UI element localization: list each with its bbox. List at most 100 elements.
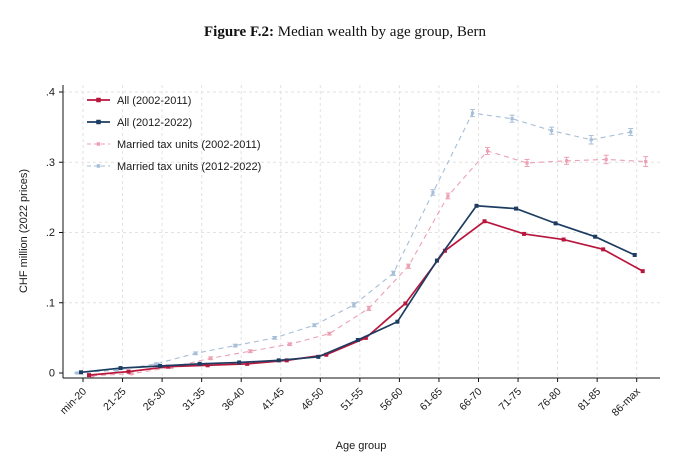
series-line bbox=[91, 150, 646, 377]
data-marker bbox=[245, 361, 250, 366]
x-tick-label: 46-50 bbox=[299, 386, 327, 414]
data-marker bbox=[126, 369, 131, 374]
data-marker bbox=[166, 364, 171, 369]
x-tick-label: 86-max bbox=[610, 385, 644, 419]
data-marker bbox=[114, 368, 119, 372]
x-tick-label: 51-55 bbox=[338, 386, 366, 414]
data-marker bbox=[237, 360, 242, 365]
series-line bbox=[76, 112, 631, 374]
data-marker bbox=[470, 111, 475, 115]
data-marker bbox=[87, 373, 91, 378]
data-marker bbox=[197, 361, 202, 366]
series-3 bbox=[74, 109, 634, 375]
legend-item: Married tax units (2012-2022) bbox=[87, 161, 261, 173]
legend-item: Married tax units (2002-2011) bbox=[87, 139, 260, 151]
data-marker bbox=[446, 194, 450, 198]
y-tick-label: 0 bbox=[49, 368, 55, 380]
data-marker bbox=[525, 161, 529, 165]
data-marker bbox=[79, 370, 83, 375]
data-marker bbox=[316, 354, 321, 359]
legend-item: All (2002-2011) bbox=[87, 95, 191, 107]
figure-title-text: Median wealth by age group, Bern bbox=[273, 24, 487, 40]
y-axis-title: CHF million (2022 prices) bbox=[18, 169, 30, 293]
legend-key-marker bbox=[96, 142, 101, 146]
y-tick-label: .4 bbox=[46, 87, 55, 99]
x-tick-label: 56-60 bbox=[378, 386, 406, 414]
x-tick-label: 21-25 bbox=[101, 386, 129, 414]
x-axis-title: Age group bbox=[336, 440, 387, 452]
data-marker bbox=[403, 301, 408, 306]
legend-key-marker bbox=[96, 119, 101, 125]
series-line bbox=[88, 220, 644, 376]
x-tick-label: min-20 bbox=[58, 386, 89, 417]
data-marker bbox=[273, 336, 277, 340]
series-0 bbox=[87, 219, 645, 378]
series-layer bbox=[74, 109, 649, 378]
data-marker bbox=[482, 219, 487, 224]
legend-label: All (2012-2022) bbox=[117, 117, 192, 129]
legend-label: Married tax units (2002-2011) bbox=[117, 139, 260, 151]
data-marker bbox=[154, 362, 158, 366]
data-marker bbox=[485, 149, 490, 153]
data-marker bbox=[355, 337, 360, 342]
axis-layer: 0 .1 .2 .3 .4 min-20 21-25 26-30 31-35 36-40 41-45… bbox=[46, 85, 660, 419]
data-marker bbox=[644, 159, 648, 164]
data-marker bbox=[391, 271, 395, 275]
data-marker bbox=[312, 323, 316, 327]
y-tick-label: .3 bbox=[46, 157, 55, 169]
grid-layer bbox=[63, 85, 660, 378]
data-marker bbox=[565, 159, 569, 163]
data-marker bbox=[205, 363, 210, 368]
figure-title: Figure F.2: Median wealth by age group, … bbox=[0, 24, 690, 41]
data-marker bbox=[90, 374, 94, 378]
legend-item: All (2012-2022) bbox=[87, 117, 192, 129]
data-marker bbox=[604, 157, 608, 162]
data-marker bbox=[522, 231, 527, 236]
x-tick-label: 36-40 bbox=[220, 386, 248, 414]
series-1 bbox=[79, 203, 637, 375]
x-tick-label: 76-80 bbox=[536, 386, 564, 414]
legend-label: All (2002-2011) bbox=[117, 95, 191, 107]
data-marker bbox=[395, 319, 400, 324]
data-marker bbox=[434, 258, 439, 263]
y-tick-label: .1 bbox=[46, 297, 55, 309]
data-marker bbox=[510, 117, 514, 121]
x-tick-label: 26-30 bbox=[141, 386, 169, 414]
data-marker bbox=[640, 269, 645, 274]
data-marker bbox=[514, 206, 519, 211]
data-marker bbox=[129, 372, 134, 376]
x-tick-label: 41-45 bbox=[259, 386, 287, 414]
data-marker bbox=[589, 138, 593, 142]
data-marker bbox=[352, 303, 356, 307]
data-marker bbox=[363, 335, 368, 340]
data-marker bbox=[561, 237, 566, 242]
data-marker bbox=[431, 190, 435, 195]
data-marker bbox=[209, 356, 213, 360]
data-marker bbox=[194, 351, 198, 355]
data-marker bbox=[601, 247, 606, 252]
x-tick-label: 31-35 bbox=[180, 386, 208, 414]
series-2 bbox=[89, 146, 649, 378]
y-tick-label: .2 bbox=[46, 227, 55, 239]
legend-key-marker bbox=[96, 164, 101, 168]
data-marker bbox=[233, 344, 237, 348]
data-marker bbox=[324, 352, 329, 357]
data-marker bbox=[629, 130, 633, 134]
legend: All (2002-2011) All (2012-2022) Married ta… bbox=[87, 95, 261, 173]
x-tick-label: 66-70 bbox=[457, 386, 485, 414]
data-marker bbox=[288, 342, 292, 346]
data-marker bbox=[158, 363, 163, 368]
data-marker bbox=[553, 221, 558, 226]
x-tick-label: 81-85 bbox=[576, 386, 604, 414]
data-marker bbox=[632, 252, 637, 257]
x-tick-label: 71-75 bbox=[497, 386, 525, 414]
legend-label: Married tax units (2012-2022) bbox=[117, 161, 261, 173]
data-marker bbox=[474, 203, 479, 208]
series-line bbox=[80, 204, 636, 374]
data-marker bbox=[248, 349, 252, 353]
data-marker bbox=[593, 234, 598, 239]
data-marker bbox=[75, 371, 79, 375]
data-marker bbox=[327, 332, 331, 336]
